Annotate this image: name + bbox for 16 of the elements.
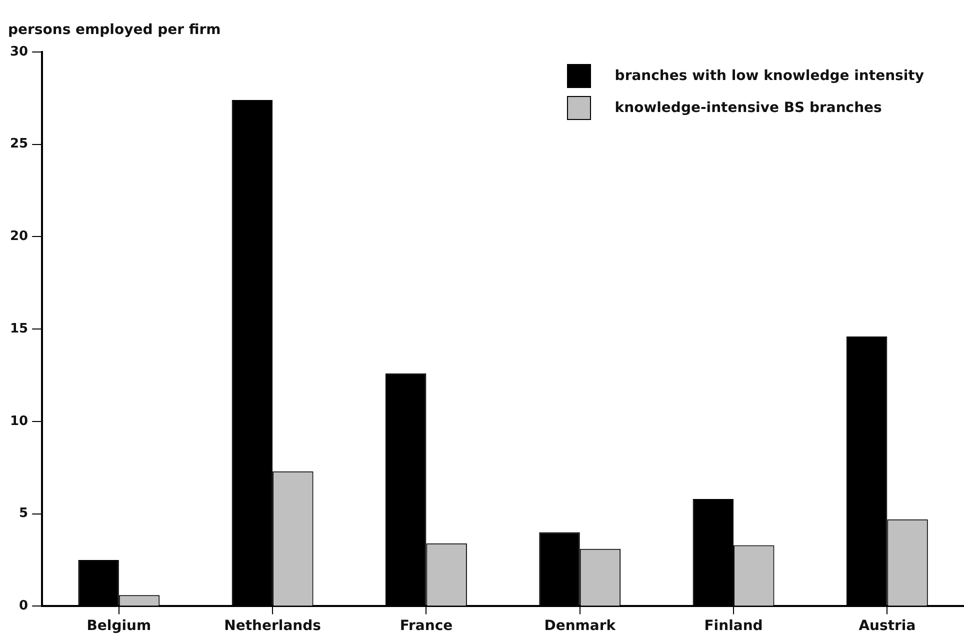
x-tick-label: Netherlands (224, 618, 321, 634)
y-tick-label: 30 (10, 44, 28, 60)
y-tick-label: 5 (19, 506, 28, 522)
x-tick-label: France (400, 618, 453, 634)
y-tick-label: 15 (10, 321, 28, 336)
y-tick-label: 10 (10, 414, 28, 429)
x-tick-label: Denmark (544, 618, 616, 634)
x-tick-label: Belgium (86, 618, 152, 634)
y-tick-label: 0 (19, 598, 28, 614)
legend-label: knowledge-intensive BS branches (614, 100, 882, 116)
y-tick-label: 20 (10, 229, 28, 244)
legend-label: branches with low knowledge intensity (614, 68, 924, 84)
x-tick-label: Austria (858, 618, 916, 634)
x-tick-label: Finland (704, 618, 763, 634)
y-tick-label: 25 (10, 136, 28, 152)
y-axis-title: persons employed per firm (8, 22, 221, 38)
